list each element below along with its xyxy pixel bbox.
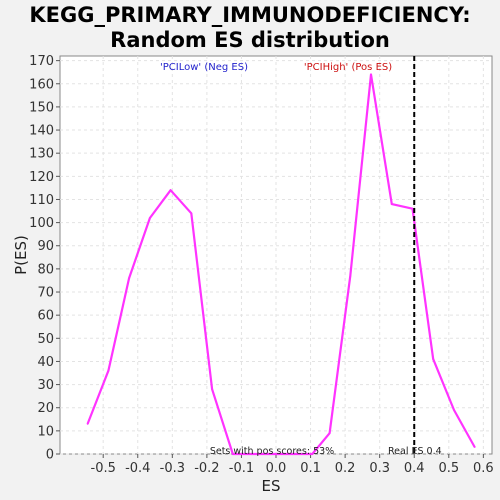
data-point <box>370 73 372 76</box>
x-tick-label: -0.1 <box>229 461 254 476</box>
y-tick-label: 100 <box>29 216 54 231</box>
data-point <box>349 274 352 277</box>
x-tick-label: 0.3 <box>369 461 390 476</box>
x-tick-label: 0.2 <box>335 461 356 476</box>
data-point <box>411 207 414 210</box>
data-point <box>294 453 296 455</box>
y-tick-label: 50 <box>37 332 54 347</box>
y-tick-label: 70 <box>37 286 54 301</box>
grid-lines <box>60 56 492 455</box>
x-tick-label: -0.4 <box>125 461 150 476</box>
y-tick-label: 60 <box>37 309 54 324</box>
data-point <box>390 203 393 205</box>
data-point <box>328 432 331 435</box>
neg-es-label: 'PCILow' (Neg ES) <box>160 62 248 73</box>
pos-es-label: 'PCIHigh' (Pos ES) <box>304 62 392 73</box>
chart-title-line-2: Random ES distribution <box>110 28 390 52</box>
data-point <box>86 423 89 425</box>
x-tick-label: -0.5 <box>91 461 116 476</box>
data-point <box>190 212 193 215</box>
x-tick-label: 0.6 <box>473 461 494 476</box>
data-point <box>432 358 435 361</box>
annotations: 'PCILow' (Neg ES) 'PCIHigh' (Pos ES) Sets … <box>160 56 442 457</box>
axes: 0 10 20 30 40 50 60 70 80 90 100 110 120 130 140 150 160… <box>12 54 494 495</box>
y-tick-label: 40 <box>37 355 54 370</box>
es-distribution-line <box>86 73 476 456</box>
y-tick-label: 150 <box>29 100 54 115</box>
data-point <box>169 189 172 192</box>
series-layer <box>86 73 476 456</box>
y-tick-label: 0 <box>46 448 54 463</box>
data-point <box>252 453 255 455</box>
y-tick-label: 160 <box>29 77 54 92</box>
real-es-label: Real ES 0.4 <box>388 446 442 457</box>
y-tick-label: 130 <box>29 147 54 162</box>
y-axis-label: P(ES) <box>12 235 30 275</box>
data-point <box>231 453 234 455</box>
y-tick-label: 90 <box>37 239 54 254</box>
data-point <box>453 409 455 411</box>
x-tick-label: -0.3 <box>160 461 185 476</box>
pos-scores-label: Sets with pos scores: 53% <box>210 446 334 457</box>
data-point <box>107 369 110 372</box>
chart-title-line-1: KEGG_PRIMARY_IMMUNODEFICIENCY: <box>29 3 471 27</box>
data-point <box>211 388 213 391</box>
data-point <box>128 277 131 280</box>
y-tick-label: 80 <box>37 262 54 277</box>
x-tick-label: 0.0 <box>266 461 287 476</box>
x-tick-label: 0.5 <box>438 461 459 476</box>
y-tick-label: 170 <box>29 54 54 69</box>
y-tick-label: 120 <box>29 170 54 185</box>
y-tick-label: 110 <box>29 193 54 208</box>
data-point <box>273 453 276 455</box>
data-point <box>148 217 151 219</box>
y-tick-label: 140 <box>29 124 54 139</box>
x-tick-label: 0.4 <box>404 461 425 476</box>
y-tick-label: 20 <box>37 401 54 416</box>
x-tick-label: 0.1 <box>300 461 321 476</box>
y-tick-label: 10 <box>37 424 54 439</box>
data-point <box>311 453 314 455</box>
x-tick-label: -0.2 <box>194 461 219 476</box>
x-axis-label: ES <box>262 477 281 495</box>
y-tick-label: 30 <box>37 378 54 393</box>
data-point <box>473 446 476 448</box>
